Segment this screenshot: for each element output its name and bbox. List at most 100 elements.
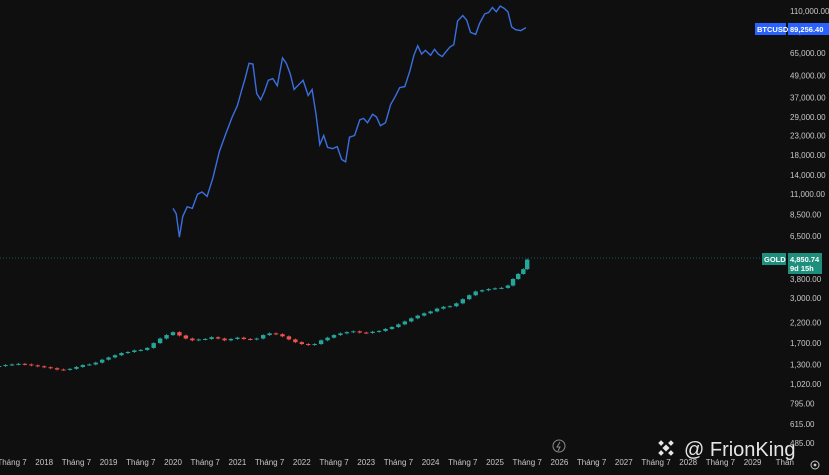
btc-tag-value: 89,256.40 xyxy=(790,25,823,34)
gold-candle xyxy=(138,348,143,352)
gold-candle xyxy=(318,339,324,345)
gold-candle xyxy=(260,334,266,340)
gold-candle xyxy=(145,346,150,351)
x-tick: Tháng 7 xyxy=(255,458,285,467)
gold-candle xyxy=(177,331,182,337)
gold-candle xyxy=(447,305,453,308)
gold-tag-symbol: GOLD xyxy=(764,255,786,264)
gold-candle xyxy=(467,294,472,301)
gold-candle xyxy=(241,336,247,340)
gold-candle xyxy=(196,338,201,342)
x-tick: 2022 xyxy=(293,458,311,467)
y-tick-btc: 18,000.00 xyxy=(790,151,826,160)
gold-candle xyxy=(510,278,516,287)
gold-candle xyxy=(357,330,362,334)
watermark-text: @ FrionKing xyxy=(684,439,795,461)
y-tick-btc: 14,000.00 xyxy=(790,171,826,180)
gold-candle xyxy=(80,364,86,368)
x-tick: Tháng 7 xyxy=(448,458,478,467)
gold-candle xyxy=(331,334,337,339)
gold-candle xyxy=(267,332,272,337)
gold-candle xyxy=(87,363,92,367)
x-tick: 2020 xyxy=(164,458,182,467)
gold-candle xyxy=(325,336,330,342)
y-tick-gold: 1,020.00 xyxy=(790,380,822,389)
gold-candle xyxy=(415,314,420,320)
gold-candle xyxy=(48,366,53,370)
gold-candle xyxy=(29,363,34,367)
x-tick: Tháng 7 xyxy=(706,458,736,467)
gold-candle xyxy=(473,290,478,297)
gold-candle xyxy=(492,287,498,291)
gold-candle xyxy=(460,298,465,305)
x-axis[interactable]: Tháng 7 2018 Tháng 7 2019 Tháng 7 2020 Tháng 7… xyxy=(0,458,794,467)
x-tick: Tháng 7 xyxy=(62,458,92,467)
gold-candle xyxy=(312,343,317,346)
y-tick-btc: 65,000.00 xyxy=(790,49,826,58)
gold-candle xyxy=(479,289,485,293)
gold-candle xyxy=(106,356,111,361)
y-tick-gold: 615.00 xyxy=(790,420,815,429)
x-tick: Thán xyxy=(776,458,794,467)
gold-candle xyxy=(376,329,382,333)
gold-candle xyxy=(93,361,98,366)
gold-candle xyxy=(209,336,214,340)
y-tick-gold: 2,200.00 xyxy=(790,319,822,328)
x-tick: 2025 xyxy=(486,458,504,467)
gold-candle xyxy=(228,338,234,342)
gold-candle xyxy=(215,336,221,340)
gold-candle xyxy=(99,358,105,364)
gold-candle xyxy=(293,338,298,344)
gold-candle xyxy=(151,342,156,349)
gold-candle xyxy=(61,368,66,371)
x-tick: 2029 xyxy=(744,458,762,467)
gold-candle xyxy=(454,302,459,308)
y-tick-btc: 11,000.00 xyxy=(790,190,826,199)
gold-candle xyxy=(9,363,15,367)
gold-candle xyxy=(344,331,350,335)
btc-tag-symbol: BTCUSD xyxy=(757,25,789,34)
x-tick: Tháng 7 xyxy=(191,458,221,467)
y-tick-btc: 37,000.00 xyxy=(790,94,826,103)
settings-icon[interactable] xyxy=(810,460,820,470)
gold-candle xyxy=(370,330,375,334)
gold-candle xyxy=(222,337,227,342)
x-tick: 2019 xyxy=(100,458,118,467)
y-axis-gold[interactable]: 3,800.00 3,000.00 2,200.00 1,700.00 1,300.00… xyxy=(790,275,822,448)
gold-candle xyxy=(515,272,521,280)
gold-candle xyxy=(499,286,504,290)
gold-candle xyxy=(248,338,253,341)
x-tick: 2026 xyxy=(551,458,569,467)
x-tick: Tháng 7 xyxy=(0,458,27,467)
y-tick-btc: 6,500.00 xyxy=(790,232,822,241)
gold-candle xyxy=(112,354,118,359)
gold-candle xyxy=(254,337,259,341)
gold-candle xyxy=(119,352,124,357)
x-tick: 2024 xyxy=(422,458,440,467)
gold-candles xyxy=(0,258,530,371)
x-tick: Tháng 7 xyxy=(384,458,414,467)
gold-candle xyxy=(3,364,8,367)
gold-candle xyxy=(364,331,369,334)
y-tick-btc: 110,000.00 xyxy=(790,7,829,16)
btc-price-tag: BTCUSD 89,256.40 xyxy=(755,23,829,35)
btc-price-line xyxy=(172,5,527,238)
gold-candle xyxy=(286,335,292,341)
x-tick: Tháng 7 xyxy=(126,458,156,467)
event-lightning-icon[interactable] xyxy=(552,439,566,453)
y-tick-btc: 29,000.00 xyxy=(790,113,826,122)
y-tick-btc: 23,000.00 xyxy=(790,131,826,140)
gold-candle xyxy=(338,332,343,337)
x-tick: 2028 xyxy=(679,458,697,467)
gold-candle xyxy=(428,310,433,315)
gold-candle xyxy=(183,334,189,340)
gold-candle xyxy=(125,351,131,355)
gold-candle xyxy=(351,330,356,334)
y-tick-gold: 1,700.00 xyxy=(790,339,822,348)
gold-tag-countdown: 9d 15h xyxy=(790,264,814,273)
gold-candle xyxy=(421,312,427,317)
gold-candle xyxy=(203,338,208,341)
gold-candle xyxy=(164,334,169,340)
gold-candle xyxy=(434,307,440,313)
